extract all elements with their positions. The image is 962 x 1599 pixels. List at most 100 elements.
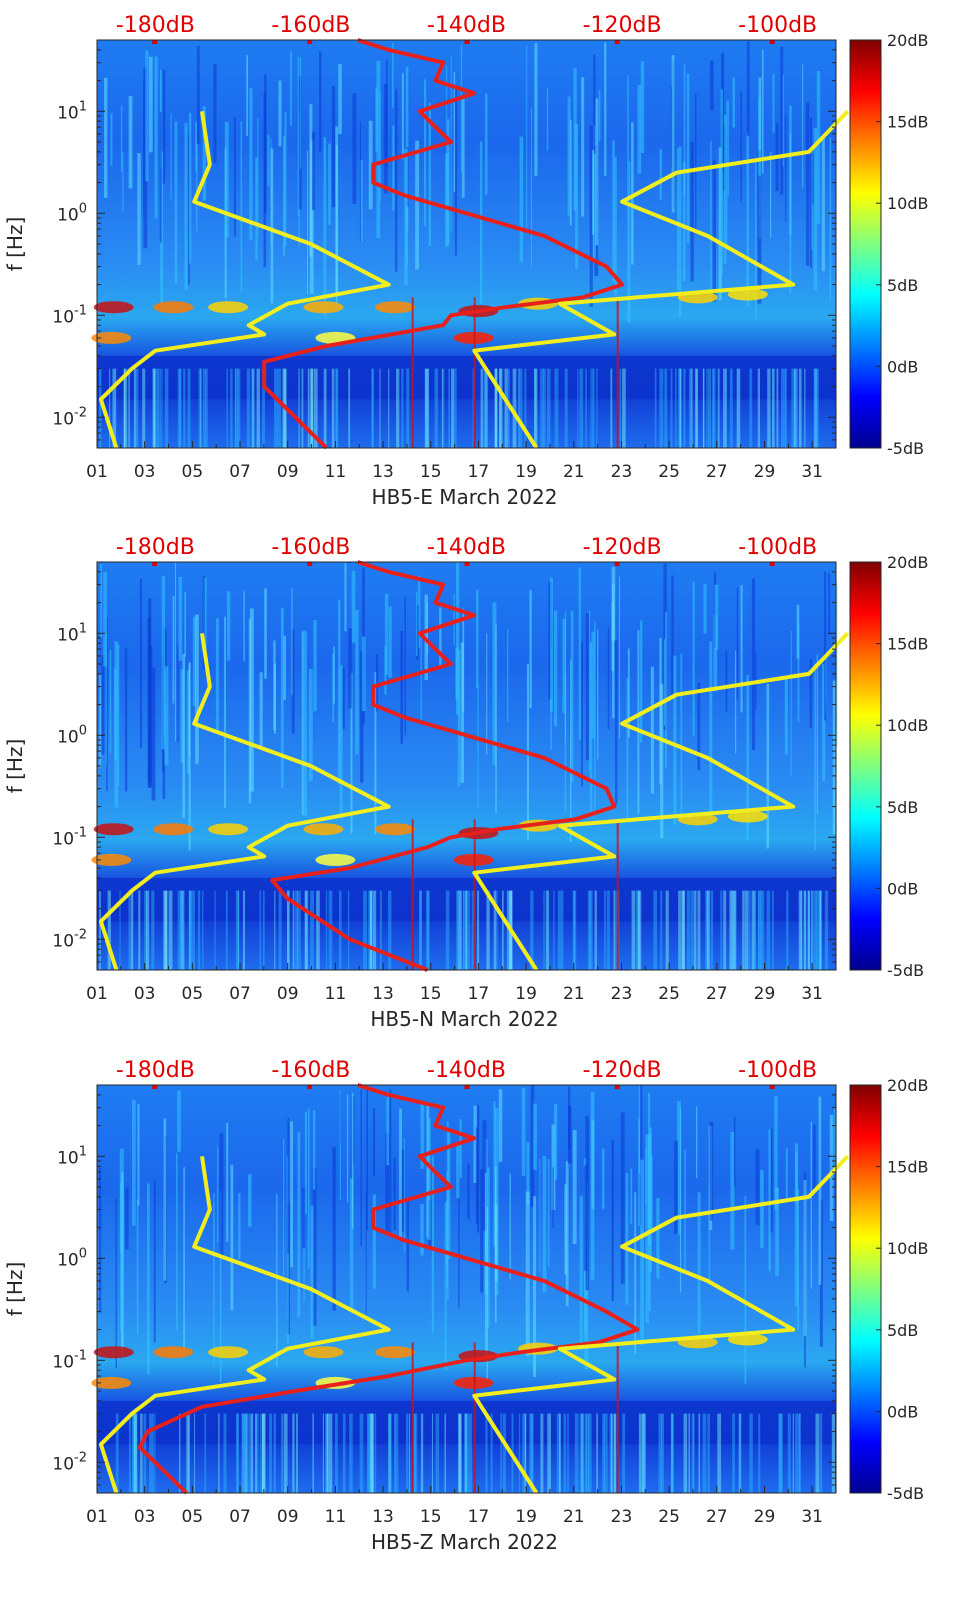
streak: [328, 890, 333, 970]
streak: [525, 1191, 530, 1357]
streak: [218, 1413, 220, 1493]
streak: [816, 71, 821, 225]
streak: [366, 1413, 369, 1493]
colorbar-label: 15dB: [887, 1158, 929, 1177]
streak: [614, 156, 617, 296]
streak: [598, 90, 601, 142]
colorbar-label: -5dB: [887, 1484, 924, 1503]
streak: [388, 890, 392, 970]
streak: [603, 1413, 605, 1493]
streak: [776, 368, 779, 448]
streak: [359, 121, 361, 242]
streak: [251, 368, 254, 448]
streak: [755, 162, 757, 321]
streak: [319, 51, 322, 152]
streak: [665, 611, 667, 769]
streak: [656, 1197, 660, 1279]
streak: [236, 1413, 239, 1493]
streak: [131, 1413, 136, 1493]
streak: [202, 890, 204, 970]
x-tick-label: 01: [86, 1507, 108, 1527]
streak: [487, 1167, 490, 1328]
streak: [316, 890, 320, 970]
x-tick-label: 15: [420, 1507, 442, 1527]
streak: [198, 368, 202, 448]
streak: [369, 1413, 374, 1493]
streak: [811, 890, 815, 970]
streak: [637, 890, 642, 970]
colorbar-label: 5dB: [887, 1321, 918, 1340]
top-marker: [152, 40, 158, 44]
streak: [641, 1413, 644, 1493]
streak: [785, 115, 787, 222]
streak: [379, 91, 381, 202]
streak: [246, 1413, 248, 1493]
streak: [769, 152, 772, 238]
streak: [99, 368, 102, 448]
streak: [301, 1187, 306, 1249]
y-tick-label: 10-2: [52, 1450, 87, 1474]
streak: [766, 683, 770, 849]
spectrogram-lowband: [97, 1400, 836, 1445]
y-tick-label: 101: [57, 621, 87, 645]
streak: [124, 647, 128, 792]
streak: [530, 107, 533, 268]
streak: [634, 1192, 637, 1355]
streak: [342, 1413, 346, 1493]
streak: [164, 666, 169, 766]
streak: [797, 621, 800, 723]
streak: [697, 890, 701, 970]
streak: [325, 1413, 328, 1493]
streak: [106, 617, 108, 792]
streak: [188, 663, 191, 851]
colorbar-label: 20dB: [887, 553, 929, 572]
streak: [671, 86, 673, 167]
y-tick-label: 10-2: [52, 405, 87, 429]
streak: [725, 650, 728, 712]
event-line: [473, 1342, 476, 1493]
x-tick-label: 11: [325, 984, 347, 1004]
streak: [226, 368, 229, 448]
streak: [388, 1413, 392, 1493]
colorbar-label: 20dB: [887, 31, 929, 50]
spectrogram-streaks: [99, 562, 838, 970]
streak: [690, 890, 695, 970]
x-tick-label: 13: [372, 462, 394, 482]
streak: [284, 112, 287, 247]
x-tick-label: 23: [611, 1507, 633, 1527]
streak: [283, 635, 286, 700]
top-db-label: -100dB: [738, 535, 817, 560]
streak: [219, 1190, 222, 1383]
streak: [164, 368, 169, 448]
streak: [114, 668, 117, 761]
streak: [540, 368, 544, 448]
streak: [809, 117, 812, 268]
streak: [706, 890, 709, 970]
streak: [547, 1413, 551, 1493]
streak: [612, 140, 615, 283]
streak: [610, 368, 613, 448]
streak: [734, 890, 737, 970]
streak: [637, 630, 640, 814]
hotspot: [208, 301, 249, 314]
streak: [760, 1170, 764, 1249]
streak: [428, 102, 432, 247]
streak: [540, 1413, 544, 1493]
streak: [159, 112, 162, 243]
streak: [639, 620, 643, 743]
y-tick-label: 101: [57, 1144, 87, 1168]
streak: [809, 659, 813, 729]
streak: [375, 87, 378, 152]
x-tick-label: 17: [468, 1507, 490, 1527]
event-line: [616, 1342, 619, 1493]
streak: [235, 890, 240, 970]
streak: [157, 368, 160, 448]
streak: [486, 1207, 489, 1381]
streak: [312, 1168, 317, 1326]
x-tick-label: 19: [515, 1507, 537, 1527]
streak: [732, 890, 736, 970]
streak: [626, 678, 629, 822]
streak: [601, 1148, 605, 1209]
streak: [795, 368, 798, 448]
streak: [712, 368, 716, 448]
